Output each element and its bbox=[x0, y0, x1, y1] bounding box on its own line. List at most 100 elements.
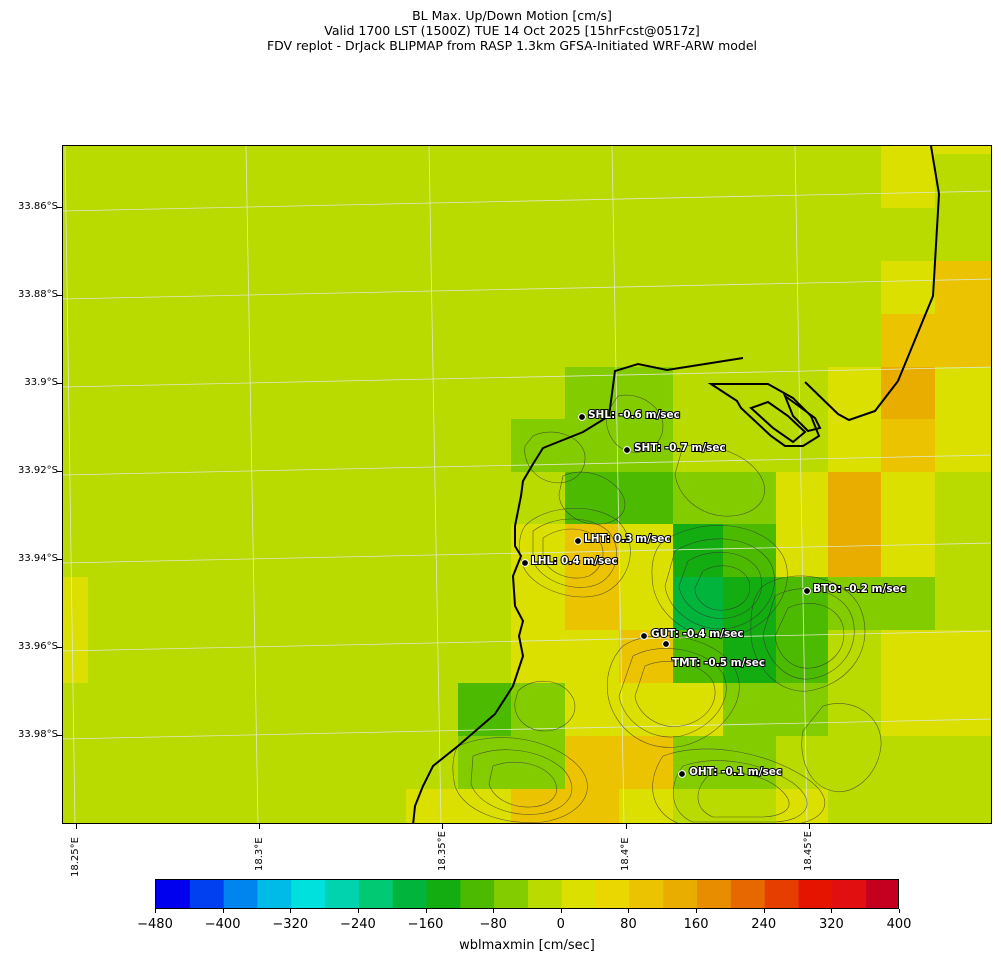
colorbar-tick-label: 80 bbox=[620, 917, 637, 932]
lat-label-33-86: 33.86°S bbox=[18, 201, 58, 212]
station-marker-tmt bbox=[662, 640, 670, 648]
colorbar-tick-label: −400 bbox=[204, 917, 241, 932]
colorbar-swatch bbox=[663, 880, 698, 908]
station-marker-bto bbox=[803, 587, 811, 595]
colorbar-tick-label: 0 bbox=[556, 917, 565, 932]
station-marker-lht bbox=[574, 537, 582, 545]
lon-label-18-45: 18.45°E bbox=[803, 831, 814, 871]
colorbar-swatch bbox=[494, 880, 529, 908]
lat-label-33-88: 33.88°S bbox=[18, 289, 58, 300]
colorbar-tick-label: −320 bbox=[272, 917, 309, 932]
station-label-lhl: LHL: 0.4 m/sec bbox=[531, 555, 618, 567]
colorbar-swatch bbox=[832, 880, 867, 908]
colorbar-tick-label: −80 bbox=[479, 917, 507, 932]
graticule bbox=[63, 146, 991, 823]
station-markers bbox=[521, 413, 811, 778]
lon-tick bbox=[626, 824, 627, 829]
terrain-contours bbox=[452, 394, 882, 823]
lat-label-33-98: 33.98°S bbox=[18, 729, 58, 740]
colorbar-tick bbox=[899, 909, 900, 913]
station-label-sht: SHT: -0.7 m/sec bbox=[634, 442, 726, 454]
colorbar-swatch bbox=[189, 880, 225, 908]
lat-label-33-96: 33.96°S bbox=[18, 641, 58, 652]
lon-tick bbox=[809, 824, 810, 829]
colorbar-tick-label: 400 bbox=[886, 917, 912, 932]
colorbar-swatch bbox=[358, 880, 394, 908]
lon-label-18-40: 18.4°E bbox=[620, 837, 631, 871]
colorbar-swatch bbox=[528, 880, 563, 908]
station-label-shl: SHL: -0.6 m/sec bbox=[588, 409, 680, 421]
lon-tick bbox=[76, 824, 77, 829]
colorbar-swatch bbox=[325, 880, 360, 908]
colorbar-swatch bbox=[866, 880, 898, 908]
lat-tick bbox=[57, 735, 62, 736]
colorbar-swatch bbox=[291, 880, 326, 908]
colorbar-swatch bbox=[764, 880, 800, 908]
colorbar-swatch bbox=[730, 880, 766, 908]
station-label-tmt: TMT: -0.5 m/sec bbox=[672, 657, 765, 669]
colorbar-swatch bbox=[460, 880, 495, 908]
lat-tick bbox=[57, 295, 62, 296]
colorbar-tick bbox=[493, 909, 495, 913]
title-line-1: BL Max. Up/Down Motion [cm/s] bbox=[412, 8, 612, 23]
lon-label-18-30: 18.3°E bbox=[254, 837, 265, 871]
colorbar-swatch bbox=[392, 880, 428, 908]
station-marker-oht bbox=[678, 770, 686, 778]
coastline bbox=[412, 146, 941, 823]
forecast-grid-cells bbox=[63, 146, 991, 823]
colorbar-tick bbox=[696, 909, 698, 913]
colorbar-tick-label: 240 bbox=[751, 917, 777, 932]
colorbar-tick bbox=[155, 909, 156, 913]
colorbar-title: wblmaxmin [cm/sec] bbox=[459, 938, 595, 953]
lat-label-33-94: 33.94°S bbox=[18, 553, 58, 564]
colorbar-tick-label: −240 bbox=[340, 917, 376, 932]
colorbar-tick-label: −480 bbox=[137, 917, 173, 932]
lat-label-33-90: 33.9°S bbox=[24, 377, 58, 388]
colorbar-swatch bbox=[426, 880, 461, 908]
title-line-3: FDV replot - DrJack BLIPMAP from RASP 1.… bbox=[266, 38, 758, 53]
station-marker-lhl bbox=[521, 559, 529, 567]
colorbar-swatch bbox=[561, 880, 597, 908]
station-marker-sht bbox=[623, 446, 631, 454]
lon-label-18-25: 18.25°E bbox=[70, 837, 81, 877]
colorbar-swatch bbox=[156, 880, 191, 908]
station-marker-shl bbox=[578, 413, 586, 421]
colorbar-tick-label: 160 bbox=[683, 917, 709, 932]
station-label-gut: GUT: -0.4 m/sec bbox=[651, 628, 744, 640]
lat-tick bbox=[57, 383, 62, 384]
colorbar-swatch bbox=[629, 880, 664, 908]
colorbar-tick bbox=[763, 909, 765, 913]
colorbar-tick bbox=[628, 909, 630, 913]
colorbar-tick bbox=[357, 909, 359, 913]
colorbar-tick bbox=[222, 909, 224, 913]
station-label-oht: OHT: -0.1 m/sec bbox=[689, 766, 782, 778]
title-line-2: Valid 1700 LST (1500Z) TUE 14 Oct 2025 [… bbox=[324, 23, 700, 38]
station-label-bto: BTO: -0.2 m/sec bbox=[813, 583, 906, 595]
colorbar-tick bbox=[560, 909, 562, 913]
station-marker-gut bbox=[640, 632, 648, 640]
lat-tick bbox=[57, 647, 62, 648]
colorbar-tick bbox=[425, 909, 427, 913]
colorbar-tick bbox=[831, 909, 833, 913]
colorbar-swatch bbox=[697, 880, 732, 908]
map-canvas: SHL: -0.6 m/sec SHT: -0.7 m/sec LHT: 0.3… bbox=[63, 146, 991, 823]
lat-tick bbox=[57, 471, 62, 472]
colorbar bbox=[155, 879, 899, 909]
colorbar-swatch bbox=[595, 880, 630, 908]
colorbar-tick bbox=[290, 909, 292, 913]
lat-tick bbox=[57, 559, 62, 560]
station-label-lht: LHT: 0.3 m/sec bbox=[584, 533, 671, 545]
map-panel[interactable]: SHL: -0.6 m/sec SHT: -0.7 m/sec LHT: 0.3… bbox=[62, 145, 992, 824]
map-title: BL Max. Up/Down Motion [cm/s] Valid 1700… bbox=[0, 8, 1001, 53]
station-labels: SHL: -0.6 m/sec SHT: -0.7 m/sec LHT: 0.3… bbox=[530, 408, 907, 779]
colorbar-tick-label: −160 bbox=[407, 917, 444, 932]
lat-tick bbox=[57, 207, 62, 208]
colorbar-swatches bbox=[156, 880, 898, 908]
lon-tick bbox=[259, 824, 260, 829]
colorbar-swatch bbox=[257, 880, 292, 908]
lon-tick bbox=[442, 824, 443, 829]
lat-label-33-92: 33.92°S bbox=[18, 465, 58, 476]
colorbar-swatch bbox=[223, 880, 258, 908]
colorbar-swatch bbox=[798, 880, 833, 908]
colorbar-tick-label: 320 bbox=[818, 917, 844, 932]
